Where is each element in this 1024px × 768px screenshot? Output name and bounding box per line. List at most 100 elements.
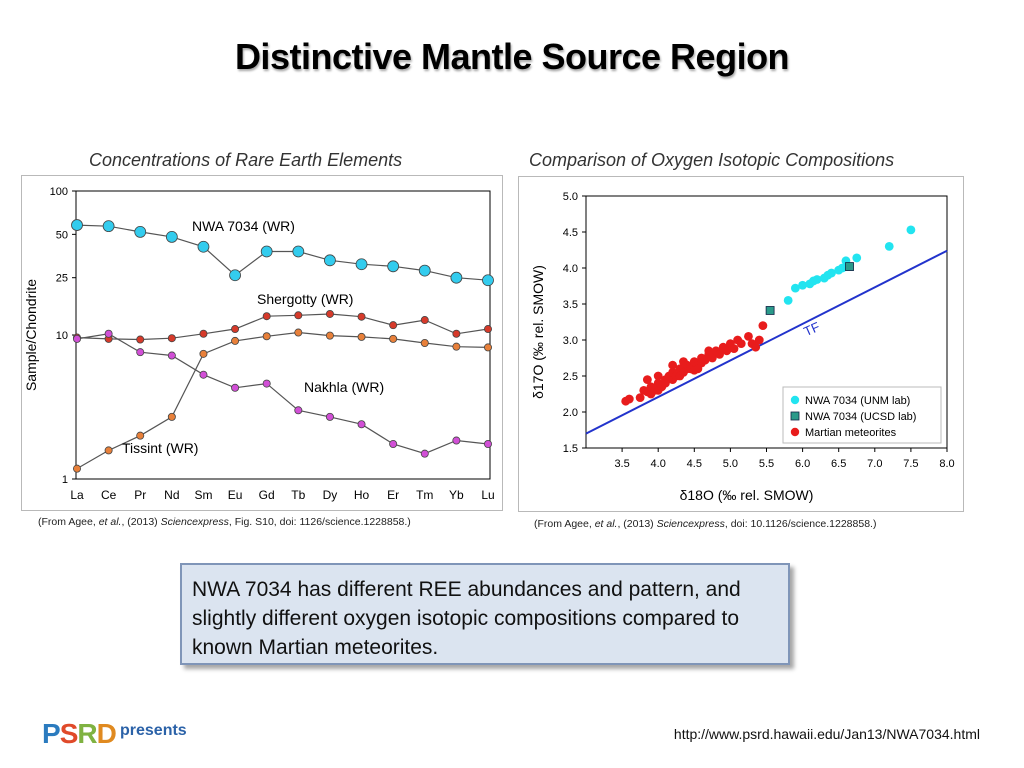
oxy-y-tick-label: 2.5	[563, 371, 578, 383]
oxy-x-tick-label: 5.0	[723, 458, 738, 470]
oxy-data-point	[783, 296, 793, 305]
oxy-data-point	[827, 268, 836, 278]
oxy-legend-marker	[790, 427, 800, 437]
ree-data-point	[483, 440, 492, 449]
ree-data-point	[199, 349, 208, 358]
ree-data-point	[167, 412, 176, 421]
ree-data-point	[294, 311, 303, 320]
summary-note: NWA 7034 has different REE abundances an…	[180, 563, 790, 665]
ree-x-tick-label: Sm	[194, 488, 212, 502]
oxy-x-tick-label: 3.5	[614, 458, 629, 470]
oxygen-chart: 1.5 2.0 2.5 3.0 3.5 4.0 4.5 5.0 3.5 4.0 4.5 5.0 5.5 6…	[530, 191, 955, 503]
oxy-data-point	[736, 339, 746, 348]
ree-data-point	[292, 245, 305, 258]
oxy-x-tick-label: 5.5	[759, 458, 774, 470]
ree-series-label: Shergotty (WR)	[257, 291, 353, 307]
oxy-x-tick-label: 6.5	[831, 458, 846, 470]
ree-data-point	[165, 231, 178, 243]
ree-data-point	[260, 245, 273, 258]
oxy-data-point	[624, 394, 634, 404]
ree-x-tick-label: Dy	[323, 488, 338, 502]
ree-series-line	[76, 333, 489, 455]
oxy-data-point	[715, 350, 724, 359]
oxygen-chart-title: Comparison of Oxygen Isotopic Compositio…	[529, 150, 895, 170]
ree-data-point	[418, 264, 431, 277]
ree-data-point	[325, 331, 334, 340]
ree-data-point	[482, 274, 494, 287]
ree-x-tick-label: Tb	[291, 488, 305, 502]
oxy-data-point	[845, 262, 854, 271]
ree-data-point	[355, 258, 368, 271]
ree-x-tick-label: Tm	[416, 488, 433, 502]
oxy-data-point	[812, 275, 822, 284]
ree-y-tick-label: 100	[50, 186, 68, 198]
ree-data-point	[357, 312, 366, 321]
ree-data-point	[389, 321, 398, 330]
oxy-y-tick-label: 4.5	[563, 227, 578, 239]
ree-x-tick-label: Ho	[354, 488, 370, 502]
oxy-data-point	[751, 342, 761, 352]
oxy-y-tick-label: 3.5	[563, 299, 578, 311]
ree-x-tick-label: Yb	[449, 488, 464, 502]
oxy-data-point	[852, 253, 862, 263]
ree-data-point	[197, 240, 210, 253]
ree-data-point	[134, 225, 147, 238]
tf-line	[585, 249, 948, 435]
ree-y-axis-label: Sample/Chondrite	[23, 279, 39, 391]
ree-data-point	[136, 348, 145, 357]
oxy-x-tick-label: 4.5	[687, 458, 702, 470]
oxy-y-tick-label: 1.5	[563, 443, 578, 455]
ree-data-point	[450, 271, 463, 284]
oxy-data-point	[679, 357, 688, 366]
ree-x-tick-label: Gd	[259, 488, 275, 502]
oxy-legend-label: Martian meteorites	[805, 427, 897, 439]
oxy-y-tick-label: 4.0	[563, 263, 578, 275]
source-url[interactable]: http://www.psrd.hawaii.edu/Jan13/NWA7034…	[673, 726, 980, 742]
ree-chart-caption: (From Agee, et al., (2013) Sciencexpress…	[38, 516, 411, 528]
ree-data-point	[452, 329, 461, 338]
ree-data-point	[325, 309, 334, 318]
oxy-data-point	[758, 321, 768, 330]
ree-data-point	[420, 449, 429, 458]
ree-data-point	[325, 412, 334, 421]
ree-data-point	[199, 329, 208, 338]
ree-data-point	[452, 342, 461, 351]
ree-x-tick-label: Lu	[481, 488, 494, 502]
oxy-data-point	[722, 346, 732, 356]
ree-series-line	[76, 313, 489, 341]
ree-series-line	[76, 331, 489, 470]
ree-y-tick-label: 50	[56, 229, 68, 241]
ree-data-point	[167, 334, 176, 343]
oxy-x-tick-label: 6.0	[795, 458, 810, 470]
ree-data-point	[104, 446, 113, 455]
ree-data-point	[452, 436, 461, 445]
oxygen-chart-frame: 1.5 2.0 2.5 3.0 3.5 4.0 4.5 5.0 3.5 4.0 4.5 5.0 5.5 6…	[518, 176, 964, 512]
ree-data-point	[104, 329, 113, 338]
ree-data-point	[73, 334, 82, 343]
ree-data-point	[262, 312, 271, 321]
ree-y-tick-label: 10	[56, 330, 68, 342]
oxy-x-tick-label: 4.0	[651, 458, 666, 470]
ree-data-point	[231, 383, 240, 392]
oxy-data-point	[765, 306, 775, 315]
oxy-data-point	[635, 393, 645, 402]
ree-data-point	[294, 328, 303, 337]
ree-data-point	[294, 406, 303, 415]
oxy-data-point	[642, 375, 652, 384]
psrd-logo: PSRD presents	[42, 718, 187, 749]
ree-data-point	[73, 464, 82, 473]
ree-data-point	[389, 334, 398, 343]
oxy-y-tick-label: 3.0	[563, 335, 578, 347]
oxy-legend-marker	[790, 411, 800, 421]
oxy-data-point	[707, 353, 717, 363]
oxy-data-point	[790, 283, 800, 293]
oxy-x-axis-label: δ18O (‰ rel. SMOW)	[680, 487, 814, 503]
ree-data-point	[71, 219, 83, 231]
ree-data-point	[136, 335, 145, 344]
ree-chart-frame: 100 50 25 10 1 La Ce Pr Nd Sm Eu Gd Tb Dy Ho Er Tm Yb Lu Sa…	[21, 175, 503, 511]
ree-data-point	[387, 260, 400, 273]
oxy-x-tick-label: 8.0	[939, 458, 954, 470]
oxy-data-point	[661, 378, 670, 388]
ree-chart-title: Concentrations of Rare Earth Elements	[89, 150, 403, 170]
oxy-data-point	[798, 280, 807, 290]
